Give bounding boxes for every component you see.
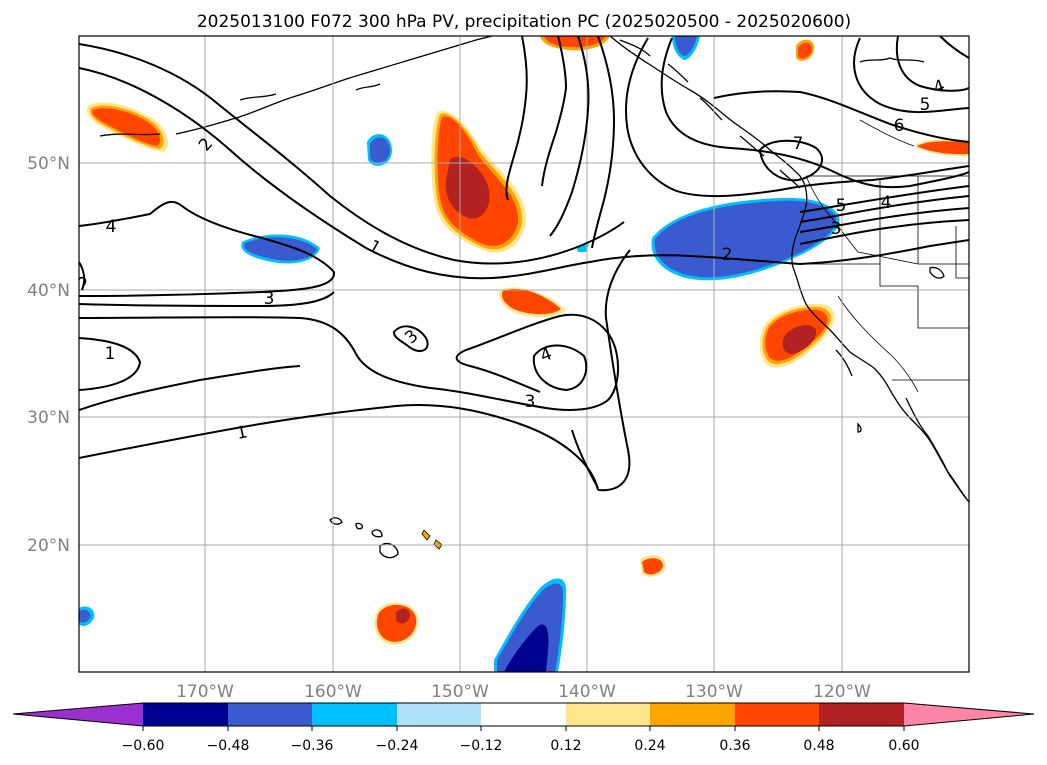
colorbar-tick-label: 0.36 bbox=[719, 738, 750, 754]
contour-label: 1 bbox=[105, 344, 116, 364]
lat-label: 30°N bbox=[27, 408, 70, 428]
lon-label: 130°W bbox=[685, 682, 743, 702]
coastlines bbox=[99, 36, 969, 559]
colorbar-tick-label: −0.12 bbox=[460, 738, 503, 754]
colorbar-bin bbox=[228, 703, 312, 726]
lat-label: 50°N bbox=[27, 154, 70, 174]
contour-label: 7 bbox=[793, 134, 804, 154]
precip-shading bbox=[79, 36, 969, 672]
colorbar-extend-low bbox=[13, 703, 143, 726]
colorbar-bin bbox=[566, 703, 650, 726]
lat-label: 20°N bbox=[27, 536, 70, 556]
colorbar-extend-high bbox=[904, 703, 1034, 726]
colorbar-bin bbox=[312, 703, 397, 726]
colorbar-tick-labels: −0.60 −0.48 −0.36 −0.24 −0.12 0.12 0.24 … bbox=[122, 738, 920, 754]
colorbar-tick-label: −0.24 bbox=[376, 738, 419, 754]
colorbar-bin bbox=[819, 703, 904, 726]
lon-label: 160°W bbox=[304, 682, 362, 702]
lat-label: 40°N bbox=[27, 281, 70, 301]
colorbar-tick-label: −0.36 bbox=[291, 738, 334, 754]
colorbar-tick-label: −0.60 bbox=[122, 738, 165, 754]
contour-label: 2 bbox=[722, 245, 733, 265]
colorbar-tick-label: 0.12 bbox=[550, 738, 581, 754]
contour-label: 3 bbox=[525, 392, 536, 412]
contour-label: 5 bbox=[920, 95, 931, 115]
colorbar-tick-label: 0.24 bbox=[634, 738, 665, 754]
contour-label: 3 bbox=[831, 219, 842, 239]
colorbar: −0.60 −0.48 −0.36 −0.24 −0.12 0.12 0.24 … bbox=[12, 702, 1035, 754]
colorbar-bin bbox=[481, 703, 566, 726]
colorbar-bin bbox=[143, 703, 228, 726]
lon-label: 120°W bbox=[813, 682, 871, 702]
contour-label: 5 bbox=[836, 196, 847, 216]
colorbar-tick-label: −0.48 bbox=[207, 738, 250, 754]
lon-label: 170°W bbox=[176, 682, 234, 702]
colorbar-bin bbox=[650, 703, 735, 726]
longitude-labels: 170°W 160°W 150°W 140°W 130°W 120°W bbox=[176, 682, 871, 702]
lon-label: 140°W bbox=[558, 682, 616, 702]
contour-label: 4 bbox=[881, 193, 892, 213]
colorbar-bin bbox=[735, 703, 819, 726]
figure-title: 2025013100 F072 300 hPa PV, precipitatio… bbox=[197, 12, 851, 32]
map-panel: 2 4 5 1 3 3 1 4 3 1 2 7 6 5 4 5 4 3 bbox=[79, 36, 969, 672]
colorbar-ticks bbox=[142, 726, 905, 731]
contour-label: 1 bbox=[235, 422, 250, 444]
lon-label: 150°W bbox=[431, 682, 489, 702]
contour-label: 6 bbox=[894, 116, 905, 136]
latitude-labels: 50°N 40°N 30°N 20°N bbox=[27, 154, 70, 556]
gridlines bbox=[79, 36, 969, 672]
map-frame bbox=[78, 35, 970, 673]
contour-label: 3 bbox=[264, 289, 275, 309]
colorbar-tick-label: 0.60 bbox=[888, 738, 919, 754]
contour-label: 4 bbox=[106, 217, 117, 237]
colorbar-bin bbox=[397, 703, 481, 726]
colorbar-tick-label: 0.48 bbox=[803, 738, 834, 754]
pv-contours bbox=[79, 36, 969, 492]
